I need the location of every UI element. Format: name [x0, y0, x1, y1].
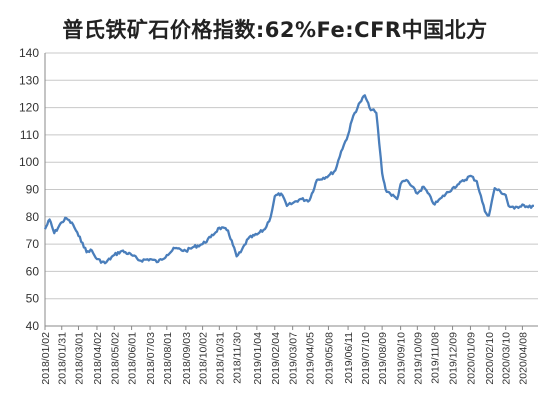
x-tick-label: 2018/10/31: [214, 332, 226, 385]
x-tick-label: 2018/09/03: [181, 332, 193, 385]
x-tick-label: 2018/07/03: [145, 332, 157, 385]
y-tick-label: 140: [19, 46, 39, 60]
y-tick-label: 120: [19, 101, 39, 115]
x-tick-label: 2018/06/01: [127, 332, 139, 385]
y-tick-label: 110: [20, 128, 39, 142]
x-tick-label: 2018/11/30: [232, 332, 244, 384]
y-tick-label: 80: [26, 210, 40, 224]
x-tick-label: 2018/04/02: [92, 332, 104, 385]
x-tick-label: 2019/06/11: [343, 332, 355, 384]
y-tick-label: 100: [19, 155, 39, 169]
y-tick-label: 90: [26, 183, 40, 197]
y-tick-label: 70: [26, 237, 40, 251]
x-tick-label: 2018/10/02: [198, 332, 210, 385]
x-tick-label: 2020/03/10: [501, 332, 513, 385]
y-tick-label: 130: [19, 73, 39, 87]
x-tick-label: 2019/01/04: [252, 332, 264, 385]
x-tick-label: 2019/04/05: [304, 332, 316, 385]
x-tick-label: 2018/01/02: [40, 332, 52, 385]
y-tick-label: 50: [26, 292, 40, 306]
x-tick-label: 2018/03/01: [73, 332, 85, 385]
x-tick-label: 2019/12/09: [448, 332, 460, 385]
y-tick-label: 40: [26, 319, 40, 333]
series-line: [43, 94, 535, 265]
x-tick-label: 2020/04/08: [517, 332, 529, 385]
x-tick-label: 2019/09/10: [396, 332, 408, 385]
x-tick-label: 2019/03/07: [288, 332, 300, 385]
x-tick-label: 2018/05/02: [109, 332, 121, 385]
x-tick-label: 2019/11/08: [430, 332, 442, 384]
x-tick-label: 2019/10/09: [412, 332, 424, 385]
x-tick-label: 2019/05/08: [323, 332, 335, 385]
x-tick-label: 2020/01/09: [465, 332, 477, 385]
x-tick-label: 2019/02/04: [270, 332, 282, 385]
x-tick-label: 2019/08/09: [377, 332, 389, 385]
x-tick-label: 2020/02/10: [484, 332, 496, 385]
x-tick-label: 2018/01/31: [57, 332, 69, 385]
x-tick-label: 2019/07/10: [360, 332, 372, 385]
y-tick-label: 60: [26, 264, 40, 278]
chart-title: 普氏铁矿石价格指数:62%Fe:CFR中国北方: [62, 18, 488, 42]
x-tick-label: 2018/08/01: [162, 332, 174, 385]
